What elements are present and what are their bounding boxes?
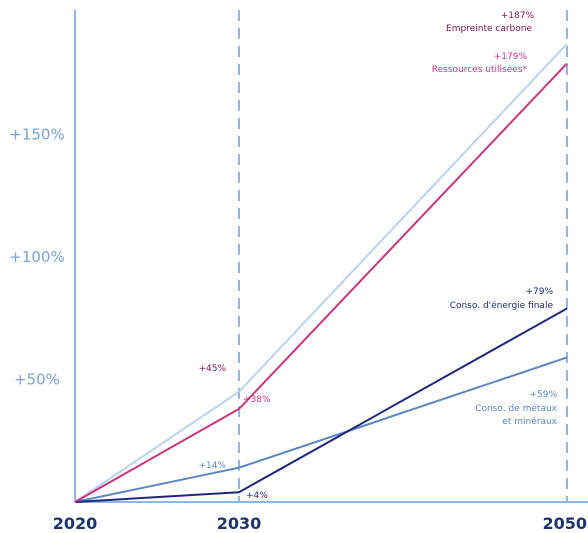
data-label: +4% <box>246 491 268 501</box>
data-label: +79% <box>525 287 553 297</box>
data-label: +14% <box>198 461 226 471</box>
x-tick-label: 2050 <box>542 514 587 533</box>
data-labels: +45% +187% +38% +179% +4% +79% +14% +59% Emprein… <box>198 11 557 501</box>
x-axis-ticks: 2020 2030 2050 <box>53 514 587 533</box>
y-tick-label: +150% <box>9 126 64 144</box>
series-line-1 <box>74 62 568 503</box>
series-name-label: et minéraux <box>502 416 557 427</box>
y-tick-label: +100% <box>9 248 64 266</box>
series-line-0 <box>74 43 568 503</box>
data-label: +38% <box>243 395 271 405</box>
y-tick-label: +50% <box>14 371 60 389</box>
grid <box>238 10 568 502</box>
series-line-2 <box>74 307 568 503</box>
x-tick-label: 2020 <box>53 514 98 533</box>
y-axis-ticks: +50% +100% +150% <box>9 126 64 389</box>
x-tick-label: 2030 <box>217 514 262 533</box>
data-label: +59% <box>529 390 557 400</box>
series-name-label: Ressources utilisées* <box>432 64 528 75</box>
data-label: +45% <box>198 364 226 374</box>
axes <box>74 10 588 503</box>
series-lines <box>74 43 568 503</box>
data-label: +187% <box>501 11 535 21</box>
data-label: +179% <box>494 52 528 62</box>
series-name-label: Empreinte carbone <box>446 24 532 34</box>
series-name-label: Conso. d'énergie finale <box>450 300 554 311</box>
series-name-label: Conso. de métaux <box>475 403 557 414</box>
series-line-3 <box>74 356 568 503</box>
